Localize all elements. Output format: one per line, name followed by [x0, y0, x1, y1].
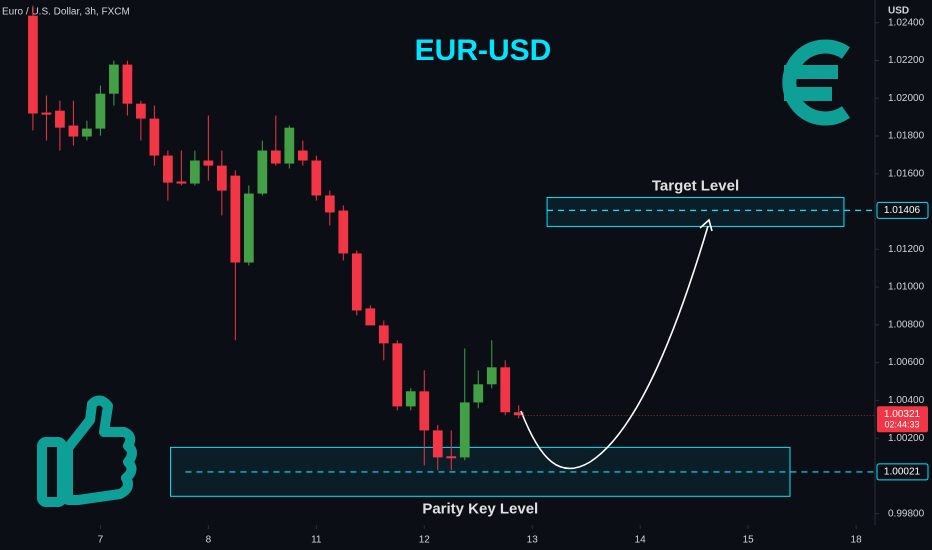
- x-tick-label: 13: [527, 535, 539, 546]
- x-tick-label: 11: [311, 535, 322, 546]
- candle-body: [378, 325, 389, 344]
- candle-body: [136, 103, 146, 119]
- candle-body: [28, 15, 38, 114]
- level-price-label: 1.01406: [884, 205, 921, 216]
- currency-label: USD: [888, 6, 909, 17]
- level-zone: [546, 197, 845, 227]
- candle-body: [68, 125, 79, 137]
- candle-body: [446, 456, 457, 459]
- candle-body: [419, 391, 430, 431]
- level-label: Target Level: [652, 178, 739, 195]
- x-tick-label: 12: [419, 535, 431, 546]
- last-price-label: 1.00321: [884, 409, 921, 420]
- y-tick-label: 0.99800: [888, 508, 925, 519]
- projection-curve: [520, 225, 709, 470]
- candle-body: [82, 128, 92, 137]
- y-tick-label: 1.01800: [888, 131, 925, 142]
- candle-body: [500, 367, 511, 413]
- candle-body: [324, 195, 335, 213]
- x-tick-label: 15: [743, 535, 755, 546]
- level-price-tag: [876, 201, 929, 219]
- y-tick-label: 1.00400: [888, 395, 925, 406]
- candle-body: [392, 343, 403, 407]
- candle-body: [55, 110, 65, 128]
- candle-body: [473, 384, 484, 403]
- thumbs-up-icon: [37, 395, 137, 507]
- candle-body: [216, 165, 227, 191]
- candle-body: [432, 430, 443, 458]
- candle-body: [95, 93, 106, 129]
- candle-body: [284, 127, 295, 164]
- candle-body: [176, 181, 187, 184]
- candle-body: [351, 253, 362, 311]
- level-label: Parity Key Level: [422, 500, 538, 517]
- last-price-tag: [877, 406, 928, 433]
- candle-body: [270, 150, 281, 164]
- x-tick-label: 7: [98, 535, 104, 546]
- candle-body: [486, 367, 497, 385]
- candle-body: [257, 150, 268, 194]
- y-tick-label: 1.02000: [888, 93, 925, 104]
- candle-body: [203, 160, 214, 166]
- candle-body: [459, 402, 470, 458]
- candle-body: [311, 160, 322, 196]
- projection-arrowhead: [699, 218, 713, 232]
- x-tick-label: 14: [635, 535, 647, 546]
- y-tick-label: 1.00600: [888, 357, 925, 368]
- chart-title: EUR-USD: [415, 34, 552, 67]
- candle-body: [109, 64, 119, 94]
- y-tick-label: 1.02200: [888, 55, 925, 66]
- y-tick-label: 1.01000: [888, 282, 925, 293]
- level-price-label: 1.00021: [884, 467, 921, 478]
- candle-body: [297, 150, 308, 161]
- euro-icon: [782, 39, 850, 126]
- candle-body: [149, 118, 160, 156]
- countdown-label: 02:44:33: [884, 420, 919, 430]
- candle-body: [338, 210, 349, 254]
- y-tick-label: 1.01600: [888, 168, 925, 179]
- candle-body: [122, 64, 133, 104]
- x-tick-label: 8: [206, 535, 212, 546]
- candle-body: [243, 193, 254, 263]
- candle-body: [513, 412, 524, 416]
- candle-body: [163, 155, 173, 183]
- y-tick-label: 1.00800: [888, 319, 925, 330]
- y-tick-label: 1.01200: [888, 244, 925, 255]
- y-tick-label: 1.02400: [888, 17, 925, 28]
- candle-body: [41, 112, 52, 115]
- candle-body: [230, 175, 241, 263]
- candle-body: [190, 160, 200, 184]
- candle-body: [405, 391, 416, 407]
- symbol-header: Euro / U.S. Dollar, 3h, FXCM: [2, 7, 130, 18]
- level-price-tag: [876, 463, 929, 481]
- y-tick-label: 1.00200: [888, 433, 925, 444]
- x-tick-label: 18: [851, 535, 863, 546]
- candle-body: [365, 308, 376, 326]
